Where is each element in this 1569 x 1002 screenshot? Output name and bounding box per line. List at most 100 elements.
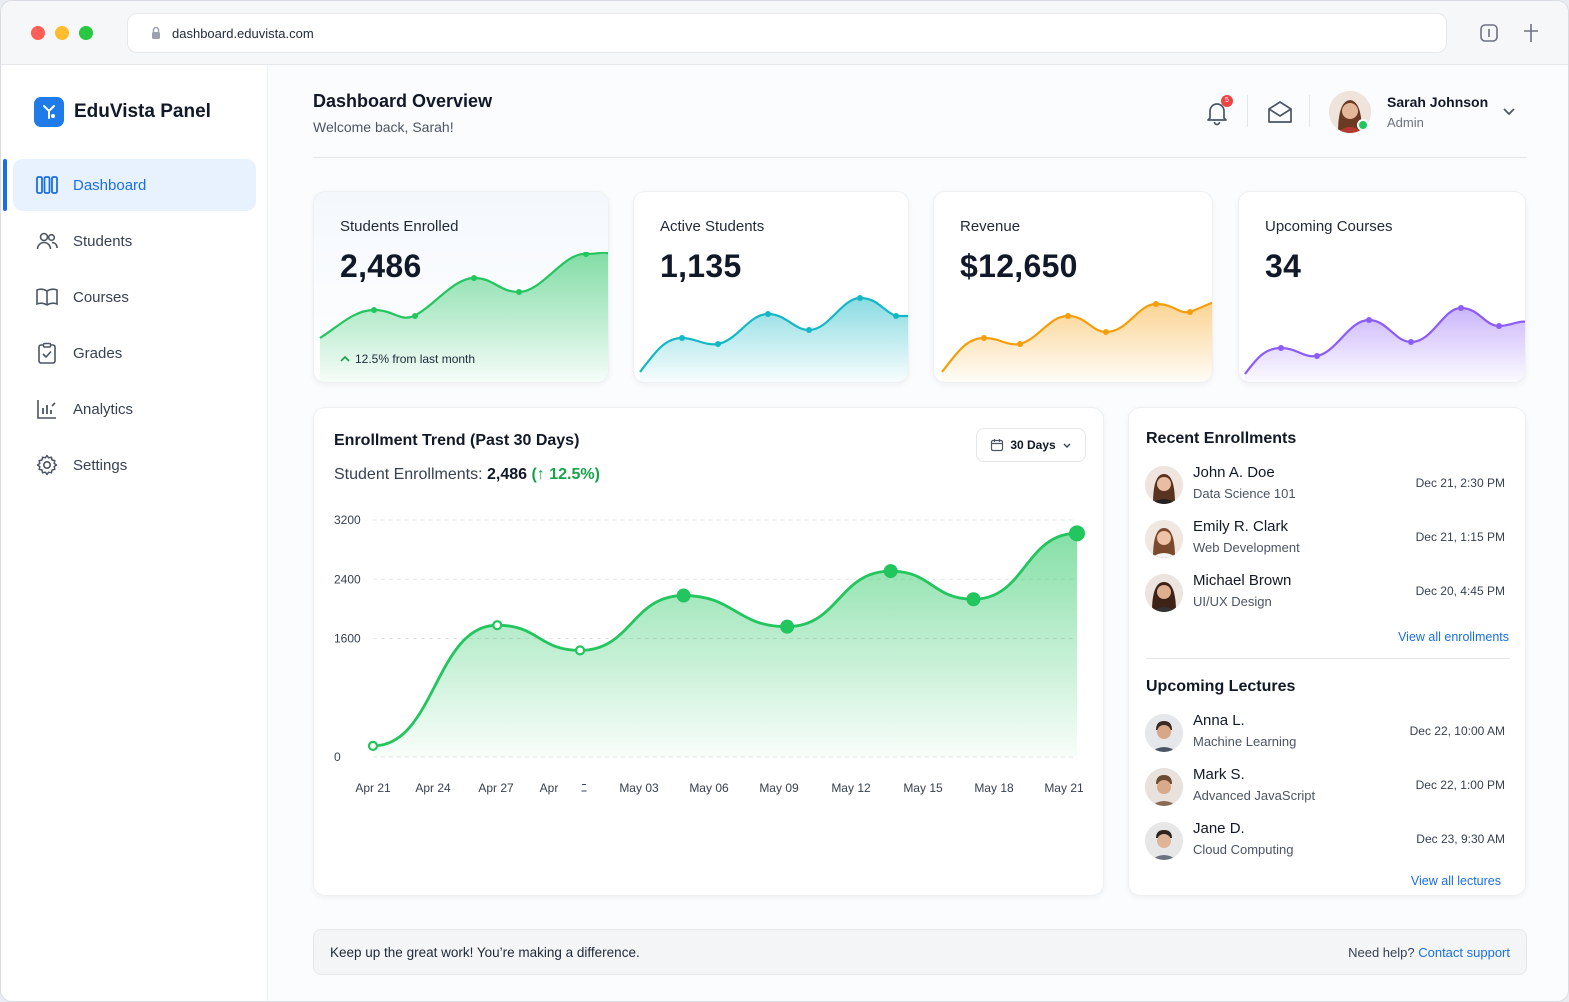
sidebar-item-label: Dashboard bbox=[73, 176, 147, 194]
stat-card-upcoming-courses[interactable]: Upcoming Courses 34 bbox=[1238, 191, 1526, 383]
section-divider bbox=[1146, 658, 1510, 659]
stat-sparkline bbox=[319, 252, 608, 382]
stat-title: Revenue bbox=[960, 218, 1021, 235]
x-tick-label: Apr bbox=[540, 781, 559, 795]
stat-value: 34 bbox=[1265, 248, 1302, 284]
x-tick-label: Apr 21 bbox=[355, 781, 391, 795]
view-all-enrollments-link[interactable]: View all enrollments bbox=[1398, 630, 1509, 644]
avatar bbox=[1145, 574, 1183, 612]
sidebar-item-grades[interactable]: Grades bbox=[13, 327, 256, 379]
sidebar-item-analytics[interactable]: Analytics bbox=[13, 383, 256, 435]
list-item[interactable]: Mark S. Advanced JavaScript Dec 22, 1:00… bbox=[1145, 766, 1505, 812]
sidebar-item-label: Settings bbox=[73, 456, 128, 474]
sidebar-item-dashboard[interactable]: Dashboard bbox=[3, 159, 256, 211]
stat-value: 2,486 bbox=[340, 248, 422, 284]
list-item[interactable]: Anna L. Machine Learning Dec 22, 10:00 A… bbox=[1145, 712, 1505, 758]
address-bar[interactable]: dashboard.eduvista.com bbox=[127, 13, 1447, 53]
x-tick-label: Apr 24 bbox=[415, 781, 451, 795]
x-tick-label: May 15 bbox=[903, 781, 943, 795]
timestamp: Dec 22, 10:00 AM bbox=[1409, 724, 1505, 738]
x-tick-label: May 18 bbox=[974, 781, 1014, 795]
contact-support-link[interactable]: Contact support bbox=[1418, 945, 1510, 960]
stat-sparkline bbox=[639, 295, 908, 382]
minimize-window-button[interactable] bbox=[55, 26, 69, 40]
x-tick-label: May 12 bbox=[831, 781, 871, 795]
enrollment-trend-card: Enrollment Trend (Past 30 Days) Student … bbox=[313, 407, 1104, 896]
close-window-button[interactable] bbox=[31, 26, 45, 40]
info-icon[interactable] bbox=[1477, 21, 1501, 45]
stat-card-revenue[interactable]: Revenue $12,650 bbox=[933, 191, 1213, 383]
person-name: Anna L. bbox=[1193, 712, 1245, 729]
stat-sparkline bbox=[941, 301, 1212, 382]
list-item[interactable]: Michael Brown UI/UX Design Dec 20, 4:45 … bbox=[1145, 572, 1505, 618]
sidebar-item-label: Courses bbox=[73, 288, 129, 306]
y-tick-label: 3200 bbox=[334, 513, 361, 527]
clipboard-check-icon bbox=[38, 342, 56, 364]
data-point bbox=[676, 588, 691, 603]
sidebar-item-students[interactable]: Students bbox=[13, 215, 256, 267]
header-divider bbox=[313, 157, 1527, 158]
brand[interactable]: EduVista Panel bbox=[34, 97, 211, 127]
x-tick-label: Apr 27 bbox=[478, 781, 514, 795]
y-tick-label: 1600 bbox=[334, 632, 361, 646]
person-name: Michael Brown bbox=[1193, 572, 1292, 589]
notification-badge: 5 bbox=[1221, 95, 1233, 107]
divider bbox=[1247, 95, 1248, 127]
timestamp: Dec 22, 1:00 PM bbox=[1415, 778, 1505, 792]
data-point bbox=[966, 592, 981, 607]
stat-title: Active Students bbox=[660, 218, 765, 235]
sidebar-item-label: Students bbox=[73, 232, 133, 250]
chart-summary: Student Enrollments: 2,486 (↑ 12.5%) bbox=[334, 466, 600, 483]
stat-card-students-enrolled[interactable]: Students Enrolled 2,486 12.5% from last … bbox=[313, 191, 609, 383]
data-point bbox=[883, 564, 898, 579]
brand-name: EduVista Panel bbox=[74, 101, 211, 122]
footer-message: Keep up the great work! You’re making a … bbox=[330, 945, 640, 960]
x-tick-label: May 03 bbox=[619, 781, 659, 795]
timestamp: Dec 21, 2:30 PM bbox=[1415, 476, 1505, 490]
data-point bbox=[780, 619, 795, 634]
list-item[interactable]: Emily R. Clark Web Development Dec 21, 1… bbox=[1145, 518, 1505, 564]
avatar bbox=[1145, 822, 1183, 860]
date-range-value: 30 Days bbox=[1010, 438, 1056, 452]
avatar bbox=[1145, 520, 1183, 558]
course-name: Cloud Computing bbox=[1193, 842, 1294, 857]
avatar bbox=[1145, 466, 1183, 504]
pin-icon[interactable] bbox=[1519, 21, 1543, 45]
user-name[interactable]: Sarah Johnson bbox=[1387, 94, 1489, 110]
user-role: Admin bbox=[1387, 115, 1424, 130]
data-point bbox=[1069, 525, 1085, 542]
online-status-indicator bbox=[1357, 119, 1369, 131]
list-item[interactable]: John A. Doe Data Science 101 Dec 21, 2:3… bbox=[1145, 464, 1505, 510]
trend-up-icon bbox=[340, 355, 350, 362]
list-item[interactable]: Jane D. Cloud Computing Dec 23, 9:30 AM bbox=[1145, 820, 1505, 866]
sidebar: EduVista Panel Dashboard Students bbox=[1, 65, 268, 1001]
gear-icon bbox=[36, 454, 58, 476]
url-text: dashboard.eduvista.com bbox=[172, 25, 314, 41]
series-area bbox=[373, 533, 1077, 757]
chevron-down-icon bbox=[1063, 443, 1071, 448]
stat-card-active-students[interactable]: Active Students 1,135 bbox=[633, 191, 909, 383]
page-subtitle: Welcome back, Sarah! bbox=[313, 119, 454, 135]
y-tick-label: 2400 bbox=[334, 572, 361, 586]
course-name: UI/UX Design bbox=[1193, 594, 1272, 609]
chevron-down-icon[interactable] bbox=[1501, 103, 1517, 119]
enrollment-trend-chart: 0 1600 2400 3200 Apr 21 Apr 24 Apr 27 Apr ﾆ May … bbox=[334, 513, 1085, 795]
stat-title: Upcoming Courses bbox=[1265, 218, 1393, 235]
view-all-lectures-link[interactable]: View all lectures bbox=[1410, 874, 1501, 888]
data-point bbox=[492, 620, 503, 631]
bell-icon[interactable] bbox=[1202, 97, 1232, 127]
sidebar-item-settings[interactable]: Settings bbox=[13, 439, 256, 491]
footer-bar: Keep up the great work! You’re making a … bbox=[313, 929, 1527, 975]
timestamp: Dec 23, 9:30 AM bbox=[1416, 832, 1505, 846]
maximize-window-button[interactable] bbox=[79, 26, 93, 40]
lock-icon bbox=[152, 26, 160, 39]
sidebar-item-courses[interactable]: Courses bbox=[13, 271, 256, 323]
y-tick-label: 0 bbox=[334, 750, 341, 764]
course-name: Machine Learning bbox=[1193, 734, 1297, 749]
dashboard-icon bbox=[36, 176, 58, 194]
x-tick-label: May 09 bbox=[759, 781, 799, 795]
mail-icon[interactable] bbox=[1265, 97, 1295, 127]
stat-delta: 12.5% from last month bbox=[340, 352, 475, 366]
date-range-dropdown[interactable]: 30 Days bbox=[976, 428, 1086, 462]
sidebar-nav: Dashboard Students Courses bbox=[1, 159, 268, 495]
